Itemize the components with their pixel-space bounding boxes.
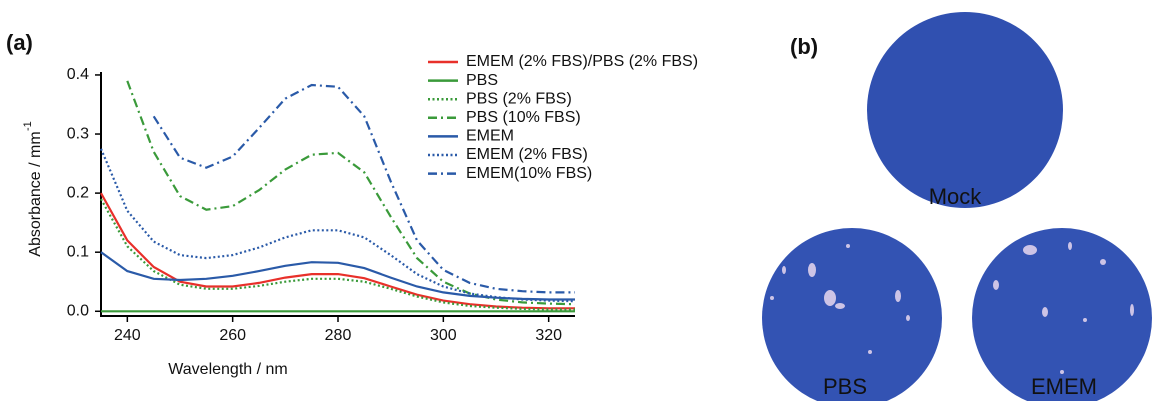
legend-label: EMEM(10% FBS) bbox=[466, 165, 592, 182]
x-tick-label: 320 bbox=[535, 327, 562, 344]
x-tick-label: 280 bbox=[325, 327, 352, 344]
y-tick-label: 0.1 bbox=[67, 243, 89, 260]
y-axis-label-sup: -1 bbox=[22, 121, 34, 131]
y-tick-label: 0.0 bbox=[67, 302, 89, 319]
legend-label: PBS (2% FBS) bbox=[466, 90, 572, 107]
series-line bbox=[152, 83, 575, 294]
series-line bbox=[100, 192, 575, 310]
legend-label: PBS (10% FBS) bbox=[466, 109, 581, 126]
series-line bbox=[100, 251, 575, 301]
y-tick-label: 0.3 bbox=[67, 125, 89, 142]
series-line bbox=[99, 148, 576, 303]
x-tick-label: 260 bbox=[219, 327, 246, 344]
series-line bbox=[100, 198, 575, 311]
y-axis-label: Absorbance / mm bbox=[27, 131, 44, 256]
series-line bbox=[126, 80, 576, 306]
legend-label: EMEM (2% FBS)/PBS (2% FBS) bbox=[466, 53, 698, 70]
legend-label: EMEM bbox=[466, 128, 514, 145]
panel-label: (b) bbox=[790, 34, 818, 59]
x-axis-label: Wavelength / nm bbox=[168, 361, 287, 378]
y-tick-label: 0.4 bbox=[67, 66, 89, 83]
y-axis-label-group: Absorbance / mm -1 bbox=[22, 121, 44, 256]
well-images bbox=[762, 12, 1152, 406]
x-tick-label: 300 bbox=[430, 327, 457, 344]
x-tick-label: 240 bbox=[114, 327, 141, 344]
well-label: EMEM bbox=[1031, 374, 1097, 399]
panel-label: (a) bbox=[6, 30, 33, 55]
well-label: PBS bbox=[823, 374, 867, 399]
well bbox=[867, 12, 1063, 208]
legend-label: PBS bbox=[466, 72, 498, 89]
well bbox=[972, 228, 1152, 406]
cell-specks bbox=[770, 242, 1134, 374]
legend-label: EMEM (2% FBS) bbox=[466, 146, 588, 163]
well-label: Mock bbox=[929, 184, 983, 209]
y-tick-label: 0.2 bbox=[67, 184, 89, 201]
well bbox=[762, 228, 942, 406]
